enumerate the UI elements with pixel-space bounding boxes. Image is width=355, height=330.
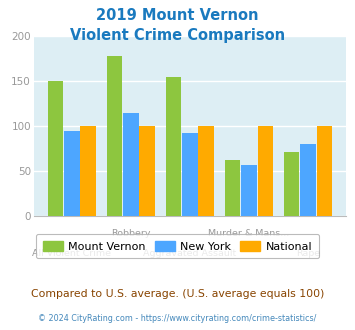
Text: Rape: Rape [296,248,320,257]
Bar [140,126,155,216]
Text: Robbery: Robbery [111,229,151,238]
Bar [225,160,240,216]
Bar [257,126,273,216]
Bar [166,77,181,216]
Bar [182,133,198,216]
Text: © 2024 CityRating.com - https://www.cityrating.com/crime-statistics/: © 2024 CityRating.com - https://www.city… [38,314,317,323]
Bar [64,131,80,216]
Bar [107,56,122,216]
Bar [80,126,96,216]
Bar [300,144,316,216]
Bar [198,126,214,216]
Text: 2019 Mount Vernon: 2019 Mount Vernon [96,8,259,23]
Text: Compared to U.S. average. (U.S. average equals 100): Compared to U.S. average. (U.S. average … [31,289,324,299]
Legend: Mount Vernon, New York, National: Mount Vernon, New York, National [36,234,319,258]
Text: Murder & Mans...: Murder & Mans... [208,229,290,238]
Bar [123,113,138,216]
Bar [241,165,257,216]
Text: All Violent Crime: All Violent Crime [32,248,111,257]
Bar [284,152,300,216]
Bar [48,81,63,216]
Text: Violent Crime Comparison: Violent Crime Comparison [70,28,285,43]
Bar [317,126,332,216]
Text: Aggravated Assault: Aggravated Assault [143,248,236,257]
